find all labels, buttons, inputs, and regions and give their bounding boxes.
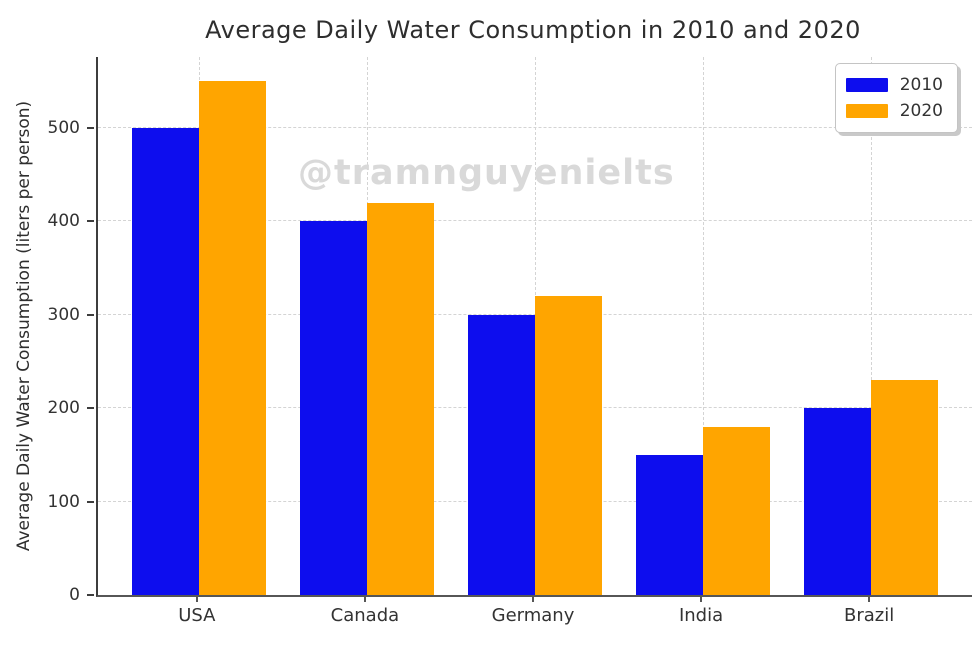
x-tick-mark-canada bbox=[363, 597, 366, 602]
y-tick-label-400: 400 bbox=[47, 211, 80, 232]
y-axis: 0 100 200 300 400 500 bbox=[0, 57, 94, 605]
legend-item-2020: 2020 bbox=[845, 98, 943, 124]
plot-area: @tramnguyenielts 2010 2020 bbox=[96, 57, 972, 597]
watermark: @tramnguyenielts bbox=[298, 153, 675, 193]
y-tick-label-0: 0 bbox=[69, 585, 80, 605]
y-tick-mark-0 bbox=[87, 594, 94, 596]
legend-swatch-2020 bbox=[845, 104, 888, 118]
bar-2020-canada bbox=[366, 202, 434, 595]
y-tick-label-200: 200 bbox=[47, 398, 80, 419]
x-tick-mark-usa bbox=[195, 597, 198, 602]
y-tick-mark-300 bbox=[87, 313, 94, 316]
legend-label-2020: 2020 bbox=[899, 101, 943, 121]
bar-2020-brazil bbox=[871, 380, 939, 595]
bar-2010-india bbox=[636, 454, 704, 595]
bar-2010-germany bbox=[468, 314, 535, 595]
x-tick-mark-brazil bbox=[868, 597, 871, 602]
v-gridline-india bbox=[703, 57, 705, 595]
y-tick-label-100: 100 bbox=[47, 491, 80, 512]
y-tick-mark-200 bbox=[87, 407, 94, 410]
y-tick-mark-500 bbox=[87, 127, 94, 129]
legend-item-2010: 2010 bbox=[845, 72, 943, 98]
x-tick-label-usa: USA bbox=[178, 605, 216, 626]
bar-2020-india bbox=[703, 426, 771, 595]
bar-2020-usa bbox=[198, 81, 266, 595]
y-tick-label-500: 500 bbox=[47, 118, 80, 138]
bar-2010-canada bbox=[299, 221, 367, 595]
legend: 2010 2020 bbox=[834, 63, 958, 133]
chart-title: Average Daily Water Consumption in 2010 … bbox=[205, 16, 861, 44]
x-tick-mark-germany bbox=[532, 597, 534, 602]
x-tick-label-germany: Germany bbox=[491, 605, 575, 626]
x-tick-label-india: India bbox=[678, 605, 724, 626]
x-axis: USA Canada Germany India Brazil bbox=[96, 597, 970, 637]
bar-2010-usa bbox=[131, 128, 199, 595]
v-gridline-brazil bbox=[871, 57, 873, 595]
legend-swatch-2010 bbox=[845, 78, 888, 92]
y-tick-mark-400 bbox=[87, 220, 94, 223]
x-tick-label-brazil: Brazil bbox=[844, 605, 895, 626]
y-tick-mark-100 bbox=[87, 500, 94, 503]
x-tick-label-canada: Canada bbox=[330, 605, 400, 626]
bar-2020-germany bbox=[535, 296, 602, 595]
bar-2010-brazil bbox=[804, 408, 872, 595]
y-tick-label-300: 300 bbox=[47, 304, 80, 325]
x-tick-mark-india bbox=[700, 597, 703, 602]
legend-label-2010: 2010 bbox=[899, 75, 943, 95]
